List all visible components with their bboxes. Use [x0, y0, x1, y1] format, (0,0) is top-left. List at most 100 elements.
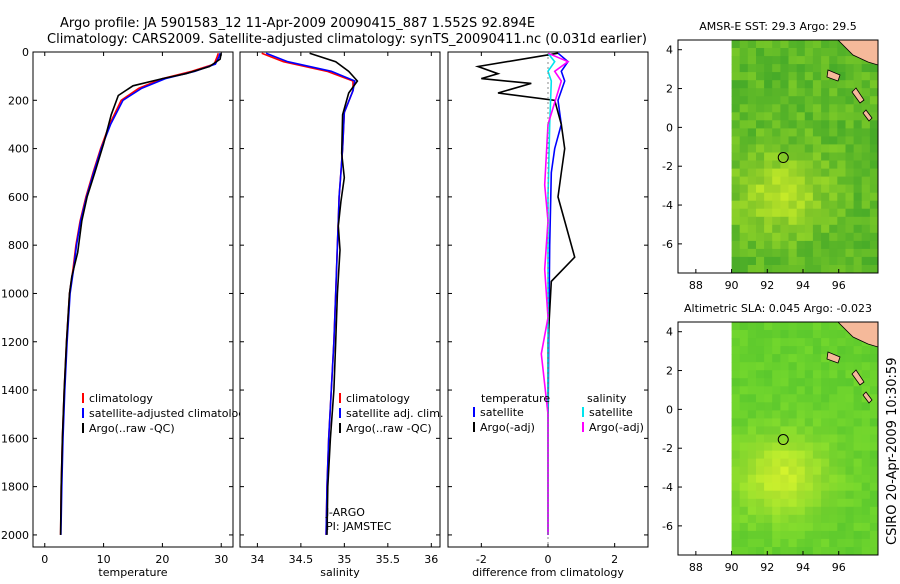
map-cell	[764, 330, 773, 339]
map-cell	[788, 370, 798, 379]
map-cell	[861, 410, 871, 419]
map-cell	[731, 394, 741, 403]
map-cell	[788, 386, 798, 395]
map-cell	[747, 160, 757, 169]
map-cell	[796, 64, 806, 73]
map-cell	[739, 168, 749, 178]
map-cell	[747, 232, 757, 242]
map-cell	[869, 354, 879, 363]
map-cell	[845, 144, 855, 153]
map-cell	[796, 474, 806, 484]
map-cell	[869, 224, 879, 234]
map-cell	[756, 362, 765, 371]
map-cell	[772, 346, 781, 355]
map-cell	[821, 240, 830, 250]
map-cell	[861, 216, 871, 226]
map-cell	[780, 498, 789, 508]
map-cell	[837, 112, 846, 121]
map-cell	[772, 402, 781, 411]
map-cell	[869, 216, 879, 226]
map-cell	[861, 490, 871, 500]
map-cell	[821, 514, 830, 524]
map-cell	[829, 48, 838, 57]
map-cell	[731, 354, 741, 363]
map-cell	[837, 410, 846, 419]
map-cell	[845, 402, 855, 411]
map-cell	[756, 506, 765, 516]
map-cell	[804, 40, 814, 49]
map-cell	[812, 240, 822, 250]
map-cell	[869, 346, 879, 355]
y-tick-label: 600	[8, 191, 29, 204]
map-cell	[853, 232, 863, 242]
map-cell	[756, 152, 765, 161]
map-cell	[869, 434, 879, 443]
map-cell	[812, 72, 822, 81]
map-cell	[829, 362, 838, 371]
map-cell	[853, 104, 863, 113]
map-cell	[821, 192, 830, 202]
map-cell	[812, 330, 822, 339]
map-cell	[845, 538, 855, 548]
plot-frame	[32, 51, 234, 548]
y-tick-label: 4	[666, 44, 673, 57]
map-cell	[829, 458, 838, 468]
map-cell	[812, 88, 822, 97]
map-cell	[772, 538, 781, 548]
map-cell	[853, 216, 863, 226]
map-cell	[764, 370, 773, 379]
map-cell	[837, 322, 846, 331]
map-cell	[772, 474, 781, 484]
map-cell	[796, 88, 806, 97]
map-cell	[853, 418, 863, 427]
map-cell	[804, 144, 814, 153]
y-tick-label: -6	[662, 238, 673, 251]
map-cell	[772, 200, 781, 210]
map-cell	[853, 160, 863, 169]
y-tick-label: 4	[666, 326, 673, 339]
map-cell	[772, 514, 781, 524]
y-tick-label: 1200	[1, 336, 29, 349]
map-title: Altimetric SLA: 0.045 Argo: -0.023	[684, 302, 872, 315]
map-cell	[731, 410, 741, 419]
legend-label: climatology	[346, 392, 410, 405]
map-cell	[812, 354, 822, 363]
map-cell	[780, 208, 789, 218]
map-cell	[756, 522, 765, 532]
map-cell	[861, 72, 871, 81]
map-cell	[747, 96, 757, 105]
map-cell	[812, 498, 822, 508]
map-cell	[772, 338, 781, 347]
map-cell	[747, 506, 757, 516]
map-cell	[829, 514, 838, 524]
map-cell	[869, 256, 879, 266]
map-cell	[821, 386, 830, 395]
map-cell	[788, 434, 798, 443]
map-cell	[869, 386, 879, 395]
map-cell	[804, 490, 814, 500]
map-cell	[812, 104, 822, 113]
map-cell	[869, 362, 879, 371]
map-cell	[869, 184, 879, 194]
map-cell	[869, 80, 879, 89]
map-cell	[788, 112, 798, 121]
map-cell	[780, 144, 789, 153]
map-cell	[788, 466, 798, 476]
map-cell	[796, 482, 806, 492]
map-cell	[788, 538, 798, 548]
map-cell	[772, 40, 781, 49]
map-cell	[756, 120, 765, 129]
map-cell	[861, 466, 871, 476]
map-cell	[821, 40, 830, 49]
map-cell	[772, 240, 781, 250]
map-cell	[869, 450, 879, 460]
map-cell	[861, 232, 871, 242]
map-cell	[804, 330, 814, 339]
x-tick-label: 96	[832, 279, 846, 292]
map-cell	[861, 346, 871, 355]
map-cell	[788, 184, 798, 194]
map-cell	[796, 40, 806, 49]
map-cell	[812, 402, 822, 411]
map-cell	[780, 128, 789, 137]
